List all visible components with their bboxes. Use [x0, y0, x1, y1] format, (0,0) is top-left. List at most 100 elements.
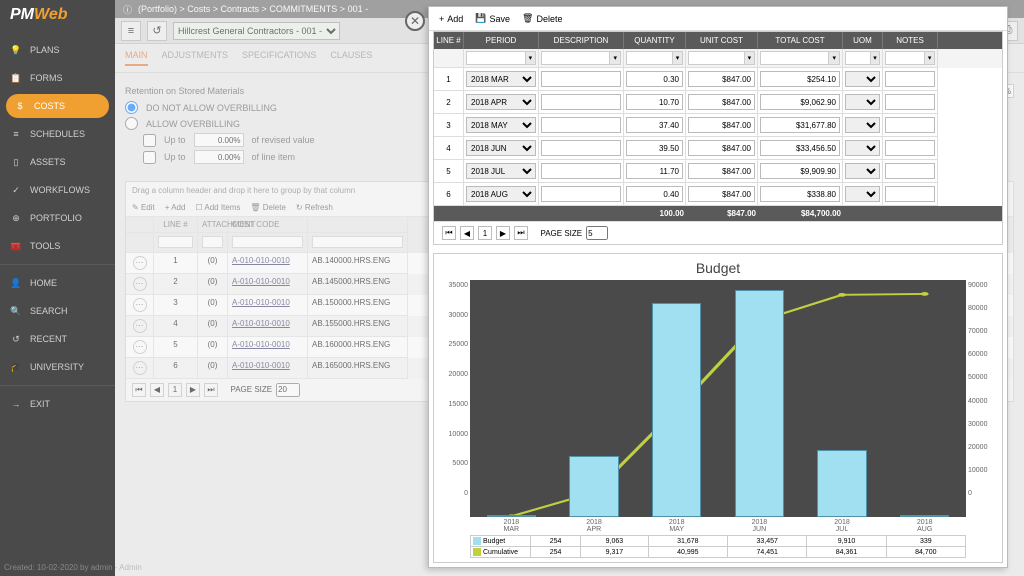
uom-select[interactable] [845, 94, 880, 110]
delete-button[interactable]: 🗑 Delete [522, 13, 562, 24]
sidebar-item-search[interactable]: 🔍SEARCH [0, 297, 115, 325]
sidebar-item-forms[interactable]: 📋FORMS [0, 64, 115, 92]
tab-clauses[interactable]: CLAUSES [330, 50, 372, 66]
grid-add[interactable]: + Add [165, 203, 186, 212]
tab-main[interactable]: MAIN [125, 50, 148, 66]
notes-input[interactable] [885, 140, 935, 156]
menu-icon[interactable]: ≡ [121, 21, 141, 41]
filter-icon[interactable]: ▾ [610, 51, 621, 65]
filter-icon[interactable]: ▾ [871, 51, 880, 65]
radio-no-overbill[interactable] [125, 101, 138, 114]
desc-input[interactable] [541, 186, 621, 202]
pg-first-icon[interactable]: ⏮ [132, 383, 146, 397]
notes-input[interactable] [885, 117, 935, 133]
table-row[interactable]: 2 2018 APR [434, 91, 1002, 114]
tab-specifications[interactable]: SPECIFICATIONS [242, 50, 316, 66]
bg-pagesize[interactable] [276, 383, 300, 397]
row-menu-icon[interactable]: ⋯ [133, 277, 147, 291]
close-icon[interactable]: ✕ [405, 11, 425, 31]
totalcost-input[interactable] [760, 163, 840, 179]
grid-additems[interactable]: ☐ Add Items [195, 203, 240, 212]
uom-select[interactable] [845, 163, 880, 179]
period-select[interactable]: 2018 AUG [466, 186, 536, 202]
totalcost-input[interactable] [760, 140, 840, 156]
notes-input[interactable] [885, 163, 935, 179]
filter-icon[interactable]: ▾ [745, 51, 755, 65]
qty-input[interactable] [626, 117, 683, 133]
history-icon[interactable]: ↺ [147, 21, 167, 41]
totalcost-input[interactable] [760, 71, 840, 87]
period-select[interactable]: 2018 JUL [466, 163, 536, 179]
filter-total[interactable] [760, 51, 829, 65]
notes-input[interactable] [885, 94, 935, 110]
pg-first-icon[interactable]: ⏮ [442, 226, 456, 240]
qty-input[interactable] [626, 186, 683, 202]
row-menu-icon[interactable]: ⋯ [133, 256, 147, 270]
row-menu-icon[interactable]: ⋯ [133, 340, 147, 354]
pg-last-icon[interactable]: ⏭ [204, 383, 218, 397]
sidebar-item-home[interactable]: 👤HOME [0, 269, 115, 297]
row-menu-icon[interactable]: ⋯ [133, 298, 147, 312]
pg-last-icon[interactable]: ⏭ [514, 226, 528, 240]
notes-input[interactable] [885, 71, 935, 87]
grid-delete[interactable]: 🗑 Delete [250, 203, 286, 212]
unitcost-input[interactable] [688, 140, 755, 156]
filter-notes[interactable] [885, 51, 925, 65]
pg-prev-icon[interactable]: ◀ [460, 226, 474, 240]
upto-line-input[interactable] [194, 150, 244, 164]
uom-select[interactable] [845, 71, 880, 87]
sidebar-item-tools[interactable]: 🧰TOOLS [0, 232, 115, 260]
filter-uom[interactable] [845, 51, 871, 65]
desc-input[interactable] [541, 117, 621, 133]
uom-select[interactable] [845, 186, 880, 202]
filter-icon[interactable]: ▾ [829, 51, 840, 65]
unitcost-input[interactable] [688, 163, 755, 179]
filter-period[interactable] [466, 51, 526, 65]
sidebar-item-plans[interactable]: 💡PLANS [0, 36, 115, 64]
add-button[interactable]: + Add [439, 13, 463, 24]
qty-input[interactable] [626, 71, 683, 87]
panel-pagesize[interactable] [586, 226, 608, 240]
filter-icon[interactable]: ▾ [925, 51, 935, 65]
unitcost-input[interactable] [688, 186, 755, 202]
filter-icon[interactable]: ▾ [526, 51, 536, 65]
totalcost-input[interactable] [760, 94, 840, 110]
sidebar-item-assets[interactable]: ▯ASSETS [0, 148, 115, 176]
sidebar-item-portfolio[interactable]: ⊕PORTFOLIO [0, 204, 115, 232]
table-row[interactable]: 4 2018 JUN [434, 137, 1002, 160]
table-row[interactable]: 5 2018 JUL [434, 160, 1002, 183]
qty-input[interactable] [626, 94, 683, 110]
info-icon[interactable]: ⓘ [123, 3, 132, 16]
upto-line-check[interactable] [143, 151, 156, 164]
sidebar-item-costs[interactable]: $COSTS [6, 94, 109, 118]
save-button[interactable]: 💾 Save [475, 13, 510, 24]
period-select[interactable]: 2018 APR [466, 94, 536, 110]
filter-desc[interactable] [541, 51, 610, 65]
tab-adjustments[interactable]: ADJUSTMENTS [162, 50, 229, 66]
qty-input[interactable] [626, 163, 683, 179]
table-row[interactable]: 1 2018 MAR [434, 68, 1002, 91]
sidebar-item-recent[interactable]: ↺RECENT [0, 325, 115, 353]
unitcost-input[interactable] [688, 71, 755, 87]
unitcost-input[interactable] [688, 117, 755, 133]
uom-select[interactable] [845, 140, 880, 156]
sidebar-item-university[interactable]: 🎓UNIVERSITY [0, 353, 115, 381]
period-select[interactable]: 2018 JUN [466, 140, 536, 156]
row-menu-icon[interactable]: ⋯ [133, 319, 147, 333]
grid-edit[interactable]: ✎ Edit [132, 203, 155, 212]
desc-input[interactable] [541, 94, 621, 110]
period-select[interactable]: 2018 MAR [466, 71, 536, 87]
pg-next-icon[interactable]: ▶ [186, 383, 200, 397]
filter-icon[interactable]: ▾ [673, 51, 683, 65]
totalcost-input[interactable] [760, 186, 840, 202]
totalcost-input[interactable] [760, 117, 840, 133]
contractor-select[interactable]: Hillcrest General Contractors - 001 - [173, 22, 340, 40]
table-row[interactable]: 6 2018 AUG [434, 183, 1002, 206]
pg-prev-icon[interactable]: ◀ [150, 383, 164, 397]
unitcost-input[interactable] [688, 94, 755, 110]
sidebar-item-schedules[interactable]: ≡SCHEDULES [0, 120, 115, 148]
desc-input[interactable] [541, 140, 621, 156]
sidebar-item-exit[interactable]: → EXIT [0, 390, 115, 418]
notes-input[interactable] [885, 186, 935, 202]
row-menu-icon[interactable]: ⋯ [133, 361, 147, 375]
